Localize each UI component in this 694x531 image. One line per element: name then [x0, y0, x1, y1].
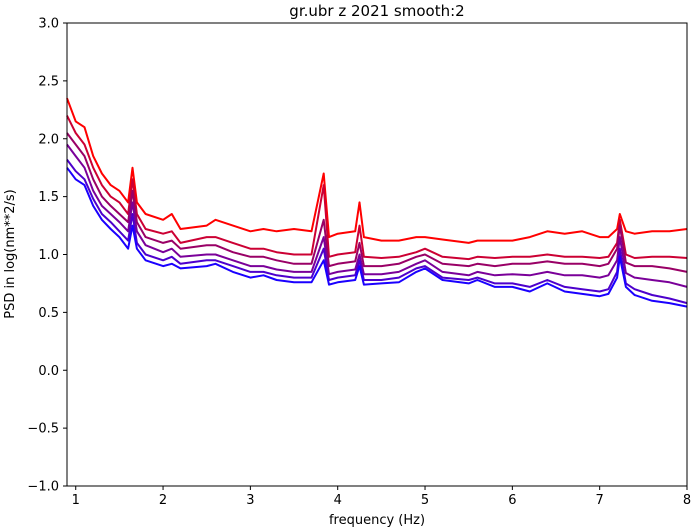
y-tick-label: 0.0 [38, 364, 59, 379]
plot-lines [66, 97, 688, 308]
y-tick-label: 1.0 [38, 248, 59, 263]
y-tick-label: −1.0 [27, 480, 59, 495]
series-line-2 [66, 115, 688, 261]
series-line-3 [66, 132, 688, 273]
y-tick-label: 2.5 [38, 74, 59, 89]
x-axis: 1 2 3 4 5 6 7 8 [72, 486, 691, 508]
y-tick-label: 1.5 [38, 190, 59, 205]
x-tick-label: 4 [334, 493, 342, 508]
x-tick-label: 6 [508, 493, 516, 508]
y-axis-label: PSD in log(nm**2/s) [3, 189, 18, 319]
x-tick-label: 3 [246, 493, 254, 508]
chart-title: gr.ubr z 2021 smooth:2 [289, 2, 464, 20]
series-line-5 [66, 159, 688, 305]
plot-frame [66, 22, 688, 487]
series-line-1 [66, 97, 688, 244]
series-line-4 [66, 143, 688, 288]
y-axis: −1.0 −0.5 0.0 0.5 1.0 1.5 2.0 2.5 3.0 [27, 17, 67, 495]
x-tick-label: 2 [159, 493, 167, 508]
series-line-6 [66, 167, 688, 308]
x-tick-label: 7 [596, 493, 604, 508]
y-tick-label: 2.0 [38, 132, 59, 147]
y-tick-label: 3.0 [38, 17, 59, 32]
y-tick-label: −0.5 [27, 422, 59, 437]
x-tick-label: 5 [421, 493, 429, 508]
x-tick-label: 1 [72, 493, 80, 508]
x-axis-label: frequency (Hz) [329, 513, 425, 528]
y-tick-label: 0.5 [38, 306, 59, 321]
x-tick-label: 8 [683, 493, 691, 508]
